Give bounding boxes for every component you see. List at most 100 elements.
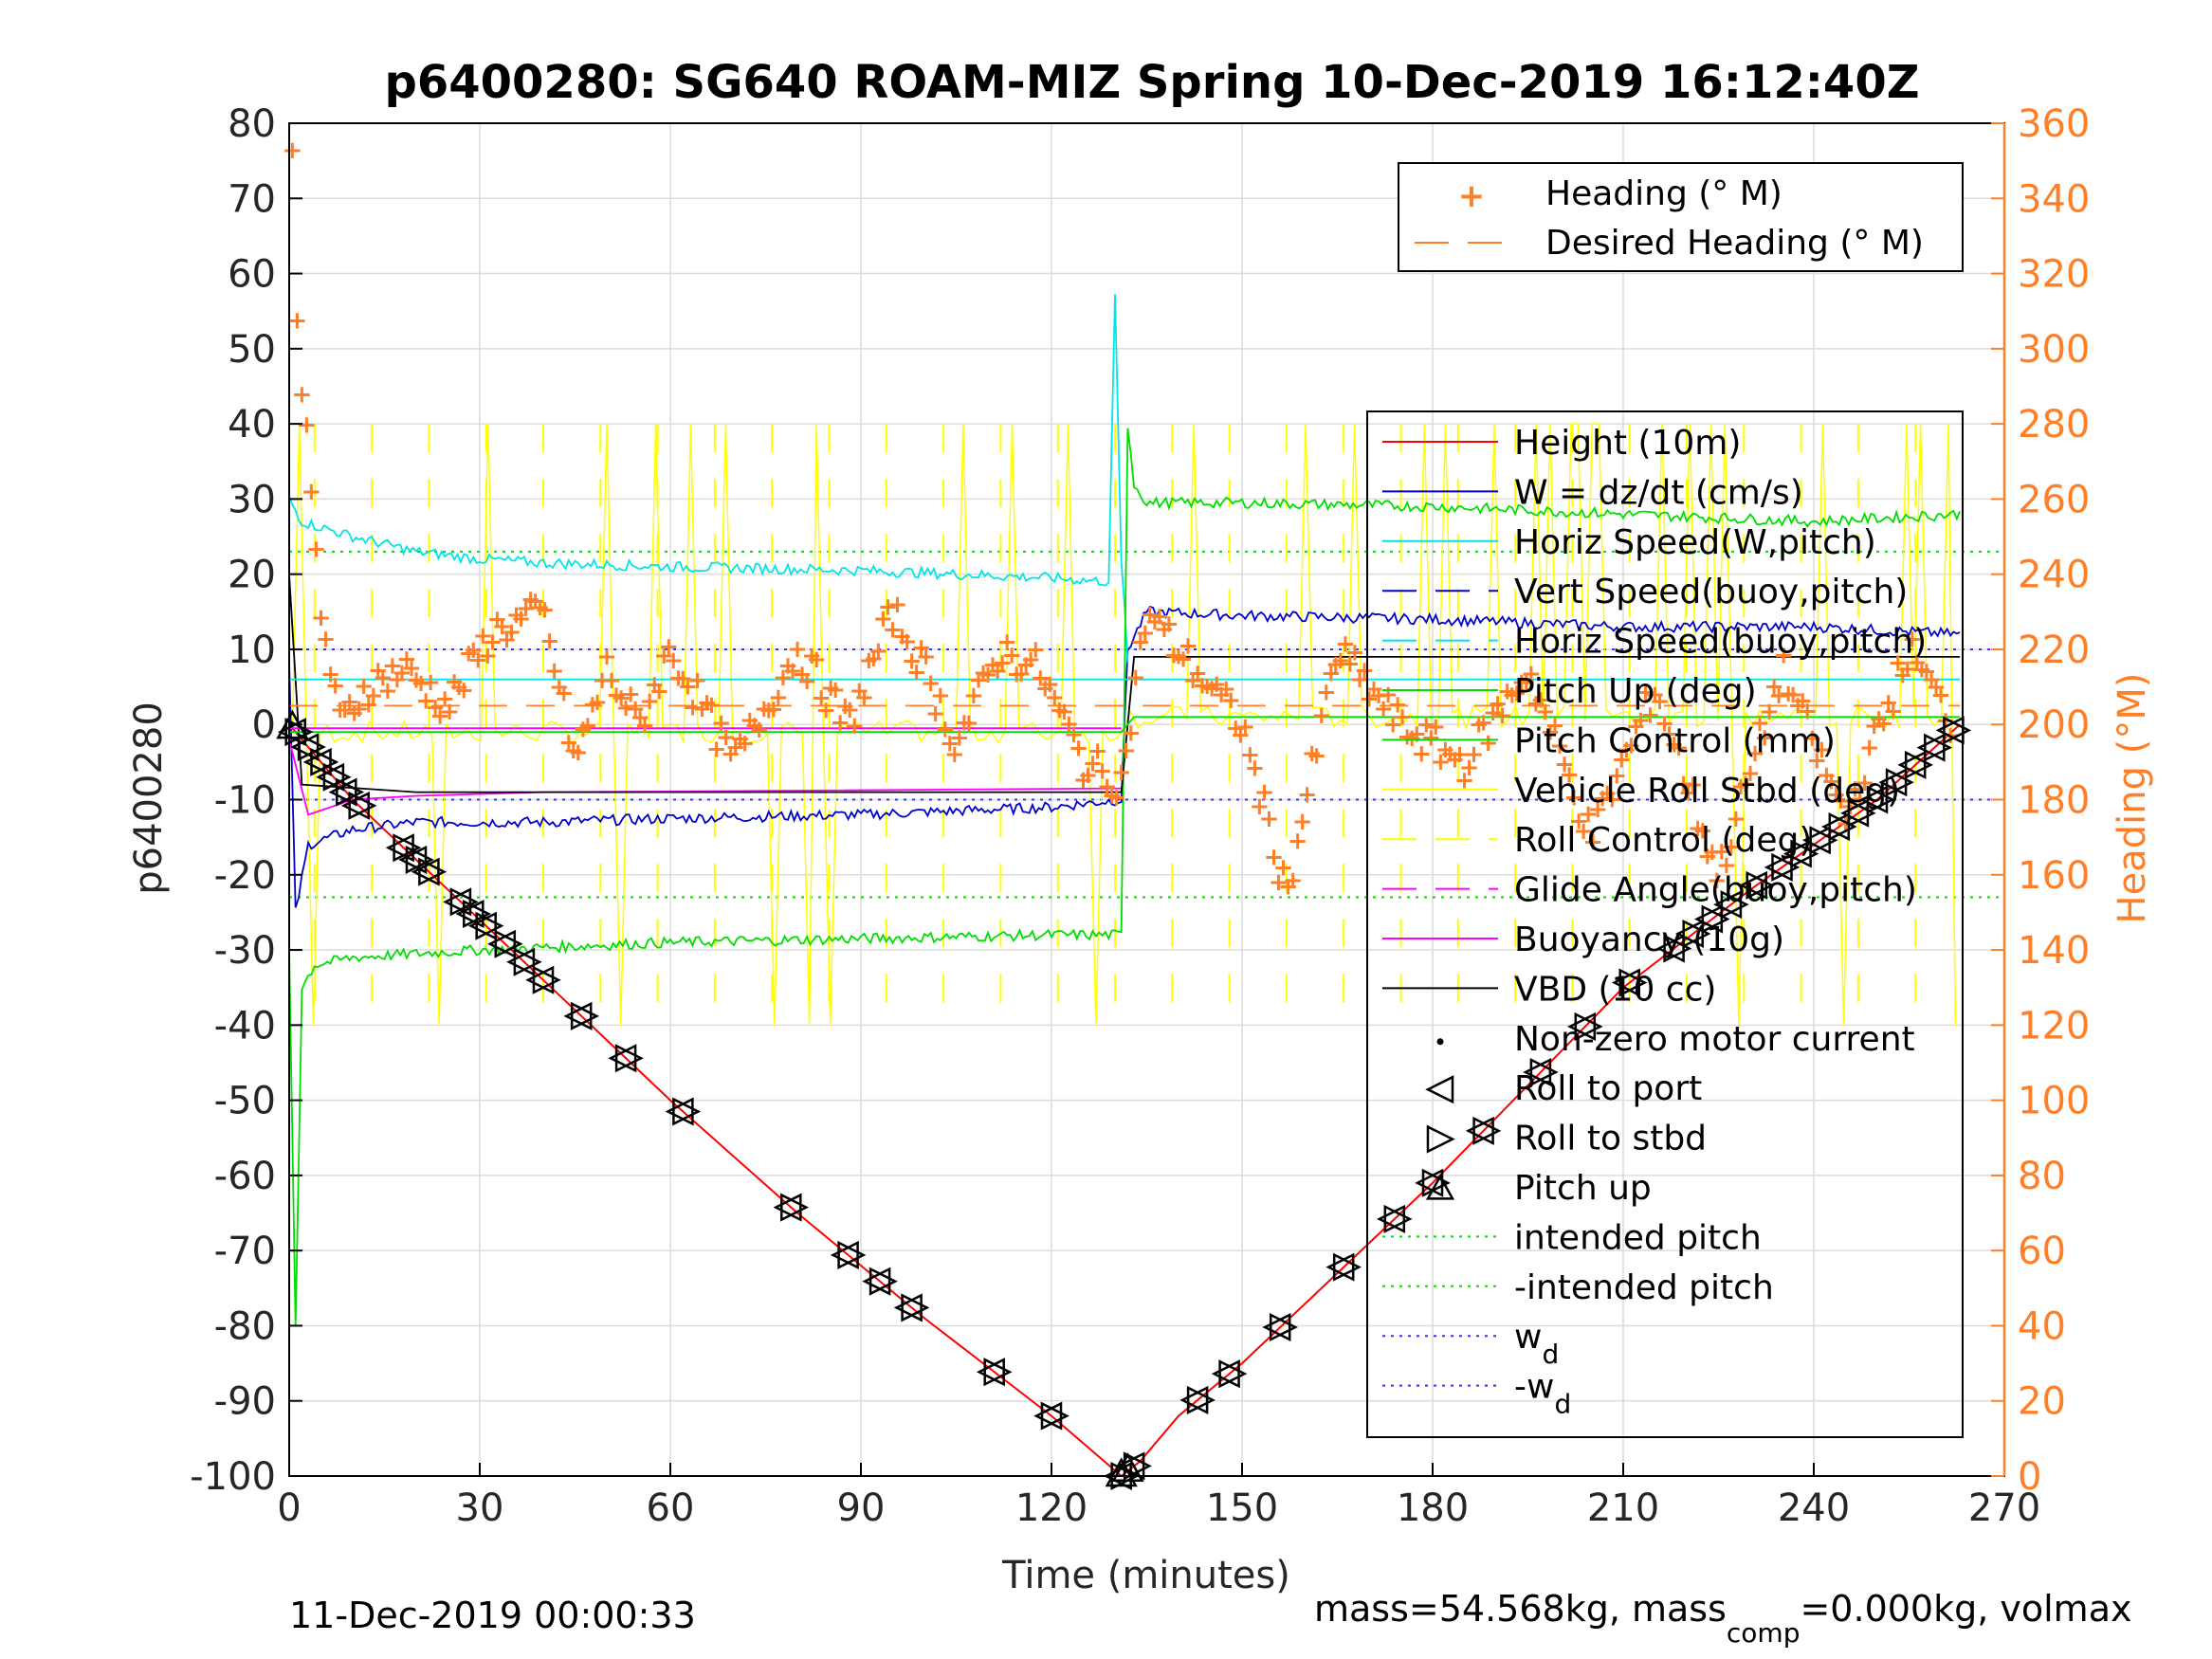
heading-point: +	[630, 703, 650, 732]
heading-point: +	[1092, 757, 1113, 786]
heading-point: +	[1521, 660, 1542, 688]
legend-entry: VBD (10 cc)	[1514, 970, 1716, 1009]
heading-point: +	[1645, 681, 1666, 709]
heading-point: +	[1626, 713, 1647, 741]
heading-point: +	[1545, 712, 1565, 740]
heading-point: +	[439, 698, 460, 726]
roll-to-stbd-marker	[494, 929, 523, 958]
heading-point: +	[467, 646, 488, 674]
heading-point: +	[487, 605, 508, 633]
roll-to-stbd-marker	[1904, 750, 1933, 779]
chart-title: p6400280: SG640 ROAM-MIZ Spring 10-Dec-2…	[384, 56, 1919, 109]
heading-point: +	[973, 659, 994, 687]
roll-to-port-marker	[443, 887, 472, 917]
heading-point: +	[1321, 660, 1342, 688]
heading-point: +	[611, 684, 631, 713]
heading-point: +	[754, 695, 775, 723]
heading-point: +	[864, 645, 885, 673]
heading-point: +	[1254, 778, 1275, 807]
heading-point: +	[868, 637, 889, 665]
heading-point: +	[1568, 807, 1589, 835]
heading-point: +	[982, 651, 1003, 680]
roll-to-port-marker	[1674, 919, 1704, 949]
heading-point: +	[1406, 720, 1427, 749]
legend-entry: Pitch Control (mm)	[1514, 721, 1836, 760]
heading-point: +	[692, 695, 713, 723]
heading-point: +	[1431, 748, 1452, 776]
y-tick-label-right: 120	[2018, 1004, 2090, 1048]
heading-point: +	[1483, 699, 1504, 727]
heading-point: +	[1050, 697, 1070, 725]
y-tick-label-left: 30	[228, 478, 276, 521]
heading-point: +	[1907, 648, 1928, 677]
roll-to-stbd-marker	[1618, 968, 1648, 997]
heading-point: +	[311, 604, 332, 632]
roll-to-port-marker	[1033, 1401, 1063, 1431]
heading-point: +	[1206, 670, 1227, 699]
legend-motor-dot	[1436, 1038, 1444, 1046]
heading-point: +	[1250, 793, 1271, 821]
heading-point: +	[1921, 665, 1942, 694]
roll-to-stbd-marker	[1828, 812, 1857, 842]
heading-point: +	[911, 634, 932, 663]
heading-point: +	[1764, 672, 1784, 701]
roll-to-stbd-marker	[1040, 1401, 1069, 1431]
y-tick-label-left: -80	[214, 1304, 276, 1348]
heading-point: +	[1926, 673, 1947, 702]
heading-point: +	[1697, 842, 1718, 870]
heading-point: +	[549, 673, 570, 702]
heading-point: +	[401, 654, 422, 683]
heading-point: +	[1878, 689, 1899, 718]
roll-to-stbd-marker	[1269, 1313, 1298, 1342]
heading-point: +	[1782, 681, 1803, 709]
heading-point: +	[1034, 674, 1055, 702]
heading-point: +	[1631, 706, 1652, 735]
heading-point: +	[839, 696, 860, 724]
heading-point: +	[1106, 784, 1127, 812]
heading-point: +	[1140, 601, 1161, 629]
heading-point: +	[1425, 713, 1446, 741]
heading-point: +	[1606, 761, 1627, 790]
heading-point: +	[1692, 817, 1713, 846]
heading-point: +	[530, 593, 551, 622]
heading-point: +	[1187, 659, 1208, 687]
heading-point: +	[1001, 642, 1022, 670]
heading-point: +	[1216, 675, 1236, 703]
heading-point: +	[1759, 698, 1780, 726]
heading-point: +	[592, 666, 612, 695]
roll-to-port-marker	[1859, 785, 1889, 814]
heading-point: +	[1831, 787, 1852, 815]
heading-point: +	[1664, 731, 1685, 759]
legend-marker-up	[1425, 1174, 1455, 1200]
roll-to-stbd-marker	[1701, 904, 1730, 934]
footer-mass-pre: mass=54.568kg, mass	[1314, 1588, 1727, 1630]
heading-point: +	[502, 618, 522, 647]
heading-point: +	[668, 664, 689, 692]
legend-entry: -wd	[1514, 1368, 1571, 1420]
series-vbd-10-cc	[288, 574, 1961, 793]
heading-point: +	[1392, 703, 1413, 732]
heading-point: +	[906, 659, 927, 687]
heading-point: +	[316, 626, 337, 654]
roll-to-port-marker	[1738, 870, 1767, 900]
heading-point: +	[702, 691, 722, 720]
legend-marker-right	[1426, 1124, 1455, 1154]
legend-entry: Vert Speed(buoy,pitch)	[1514, 573, 1908, 611]
roll-to-port-marker	[1713, 890, 1743, 920]
heading-point: +	[944, 740, 965, 769]
y-tick-label-left: 70	[228, 177, 276, 221]
heading-point: +	[968, 665, 989, 694]
heading-point: +	[373, 664, 393, 692]
heading-point: +	[830, 708, 850, 737]
roll-to-port-marker	[1262, 1313, 1291, 1342]
heading-point: +	[1264, 843, 1285, 871]
legend-entry: Roll Control (deg)	[1514, 821, 1812, 860]
legend-entry: wd	[1514, 1318, 1559, 1370]
y-tick-label-right: 300	[2018, 328, 2090, 372]
heading-point: +	[1740, 759, 1761, 788]
heading-point: +	[1278, 873, 1299, 902]
heading-point: +	[1154, 615, 1175, 644]
heading-point: +	[1897, 655, 1918, 684]
heading-point: +	[1916, 658, 1937, 686]
heading-point: +	[525, 587, 546, 615]
